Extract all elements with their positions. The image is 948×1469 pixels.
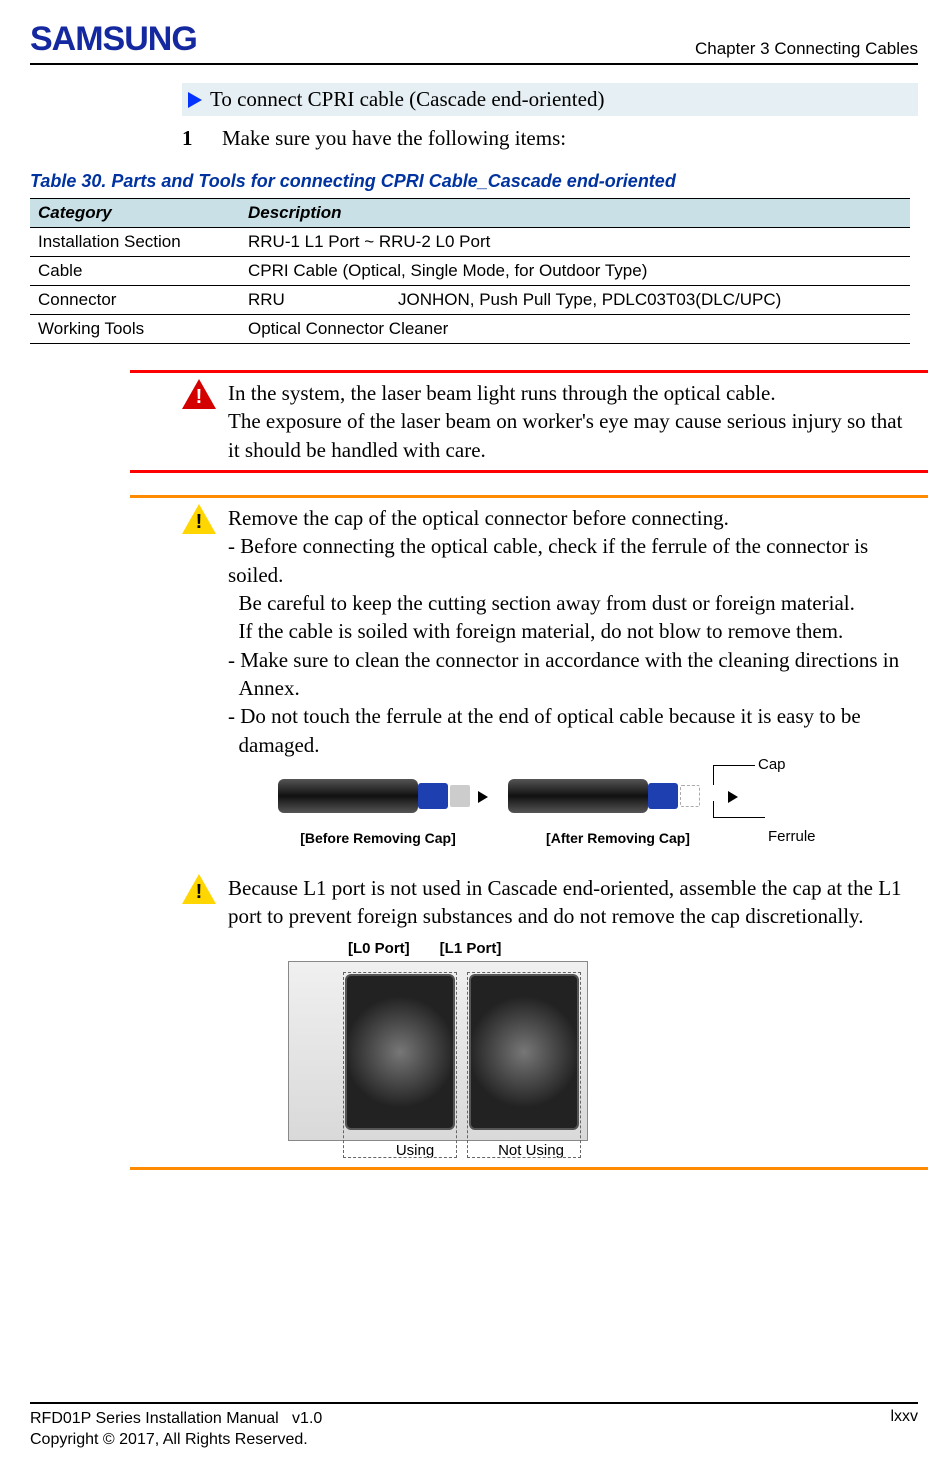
warn-line: - Make sure to clean the connector in ac… <box>228 648 899 672</box>
step-number: 1 <box>182 126 222 151</box>
warn-line: Be careful to keep the cutting section a… <box>228 591 855 615</box>
step-text: Make sure you have the following items: <box>222 126 566 151</box>
warn-line: Remove the cap of the optical connector … <box>228 506 729 530</box>
step-1: 1 Make sure you have the following items… <box>182 126 918 151</box>
warning-icon <box>182 874 228 911</box>
after-label: [After Removing Cap] <box>546 829 690 848</box>
connector-figure: [Before Removing Cap] [After Removing Ca… <box>278 765 918 848</box>
warning-icon <box>182 504 228 541</box>
warning-callout-2: Because L1 port is not used in Cascade e… <box>182 868 918 1167</box>
table-row: Installation Section RRU-1 L1 Port ~ RRU… <box>30 228 910 257</box>
page-footer: RFD01P Series Installation Manual v1.0 C… <box>30 1402 918 1451</box>
page: SAMSUNG Chapter 3 Connecting Cables To c… <box>0 0 948 1469</box>
l1-dash-outline <box>467 972 581 1158</box>
cell-category: Connector <box>30 286 240 315</box>
port-figure: [L0 Port] [L1 Port] Using Not Using <box>288 939 918 1162</box>
port-top-labels: [L0 Port] [L1 Port] <box>348 939 918 959</box>
before-label: [Before Removing Cap] <box>300 829 456 848</box>
warning-text: Because L1 port is not used in Cascade e… <box>228 874 918 1161</box>
cell-description: JONHON, Push Pull Type, PDLC03T03(DLC/UP… <box>390 286 910 315</box>
danger-icon <box>182 379 228 416</box>
danger-bottom-rule <box>130 470 928 473</box>
connector-before-illustration <box>278 765 478 825</box>
table-header-row: Category Description <box>30 199 910 228</box>
after-removing-col: [After Removing Cap] <box>508 765 728 848</box>
warn-line: - Before connecting the optical cable, c… <box>228 534 868 586</box>
cell-description: RRU-1 L1 Port ~ RRU-2 L0 Port <box>240 228 910 257</box>
l0-port-label: [L0 Port] <box>348 939 410 959</box>
danger-callout: In the system, the laser beam light runs… <box>182 373 918 470</box>
warn-line: - Do not touch the ferrule at the end of… <box>228 704 861 728</box>
warn2-text: Because L1 port is not used in Cascade e… <box>228 876 902 928</box>
danger-text: In the system, the laser beam light runs… <box>228 379 918 464</box>
cell-sub: RRU <box>240 286 390 315</box>
warning-bottom-rule <box>130 1167 928 1170</box>
th-category: Category <box>30 199 240 228</box>
footer-copyright: Copyright © 2017, All Rights Reserved. <box>30 1431 308 1448</box>
content-area: To connect CPRI cable (Cascade end-orien… <box>30 83 918 1170</box>
footer-page-number: lxxv <box>890 1408 918 1451</box>
table-row: Working Tools Optical Connector Cleaner <box>30 315 910 344</box>
danger-line: The exposure of the laser beam on worker… <box>228 409 902 461</box>
brand-logo: SAMSUNG <box>30 20 197 59</box>
table-row: Cable CPRI Cable (Optical, Single Mode, … <box>30 257 910 286</box>
footer-manual-line: RFD01P Series Installation Manual v1.0 <box>30 1410 322 1427</box>
footer-left: RFD01P Series Installation Manual v1.0 C… <box>30 1408 322 1451</box>
th-description: Description <box>240 199 910 228</box>
warn-line: damaged. <box>228 733 320 757</box>
before-removing-col: [Before Removing Cap] <box>278 765 478 848</box>
section-heading-text: To connect CPRI cable (Cascade end-orien… <box>210 87 604 112</box>
chapter-title: Chapter 3 Connecting Cables <box>695 39 918 59</box>
annotation-ferrule: Ferrule <box>768 827 816 847</box>
connector-after-illustration <box>508 765 728 825</box>
table-row: Connector RRU JONHON, Push Pull Type, PD… <box>30 286 910 315</box>
danger-line: In the system, the laser beam light runs… <box>228 381 776 405</box>
parts-table: Category Description Installation Sectio… <box>30 198 910 344</box>
cell-category: Installation Section <box>30 228 240 257</box>
warn-line: Annex. <box>228 676 300 700</box>
warn-line: If the cable is soiled with foreign mate… <box>228 619 843 643</box>
l1-port-label: [L1 Port] <box>440 939 502 959</box>
cell-category: Cable <box>30 257 240 286</box>
section-heading-bar: To connect CPRI cable (Cascade end-orien… <box>182 83 918 116</box>
port-illustration <box>288 961 588 1141</box>
cell-category: Working Tools <box>30 315 240 344</box>
cell-description: Optical Connector Cleaner <box>240 315 910 344</box>
l0-dash-outline <box>343 972 457 1158</box>
table-caption: Table 30. Parts and Tools for connecting… <box>30 171 918 192</box>
cell-description: CPRI Cable (Optical, Single Mode, for Ou… <box>240 257 910 286</box>
warning-text: Remove the cap of the optical connector … <box>228 504 918 858</box>
annotation-cap: Cap <box>758 755 786 775</box>
page-header: SAMSUNG Chapter 3 Connecting Cables <box>30 20 918 65</box>
warning-callout-1: Remove the cap of the optical connector … <box>182 498 918 864</box>
arrow-right-icon <box>188 92 202 108</box>
